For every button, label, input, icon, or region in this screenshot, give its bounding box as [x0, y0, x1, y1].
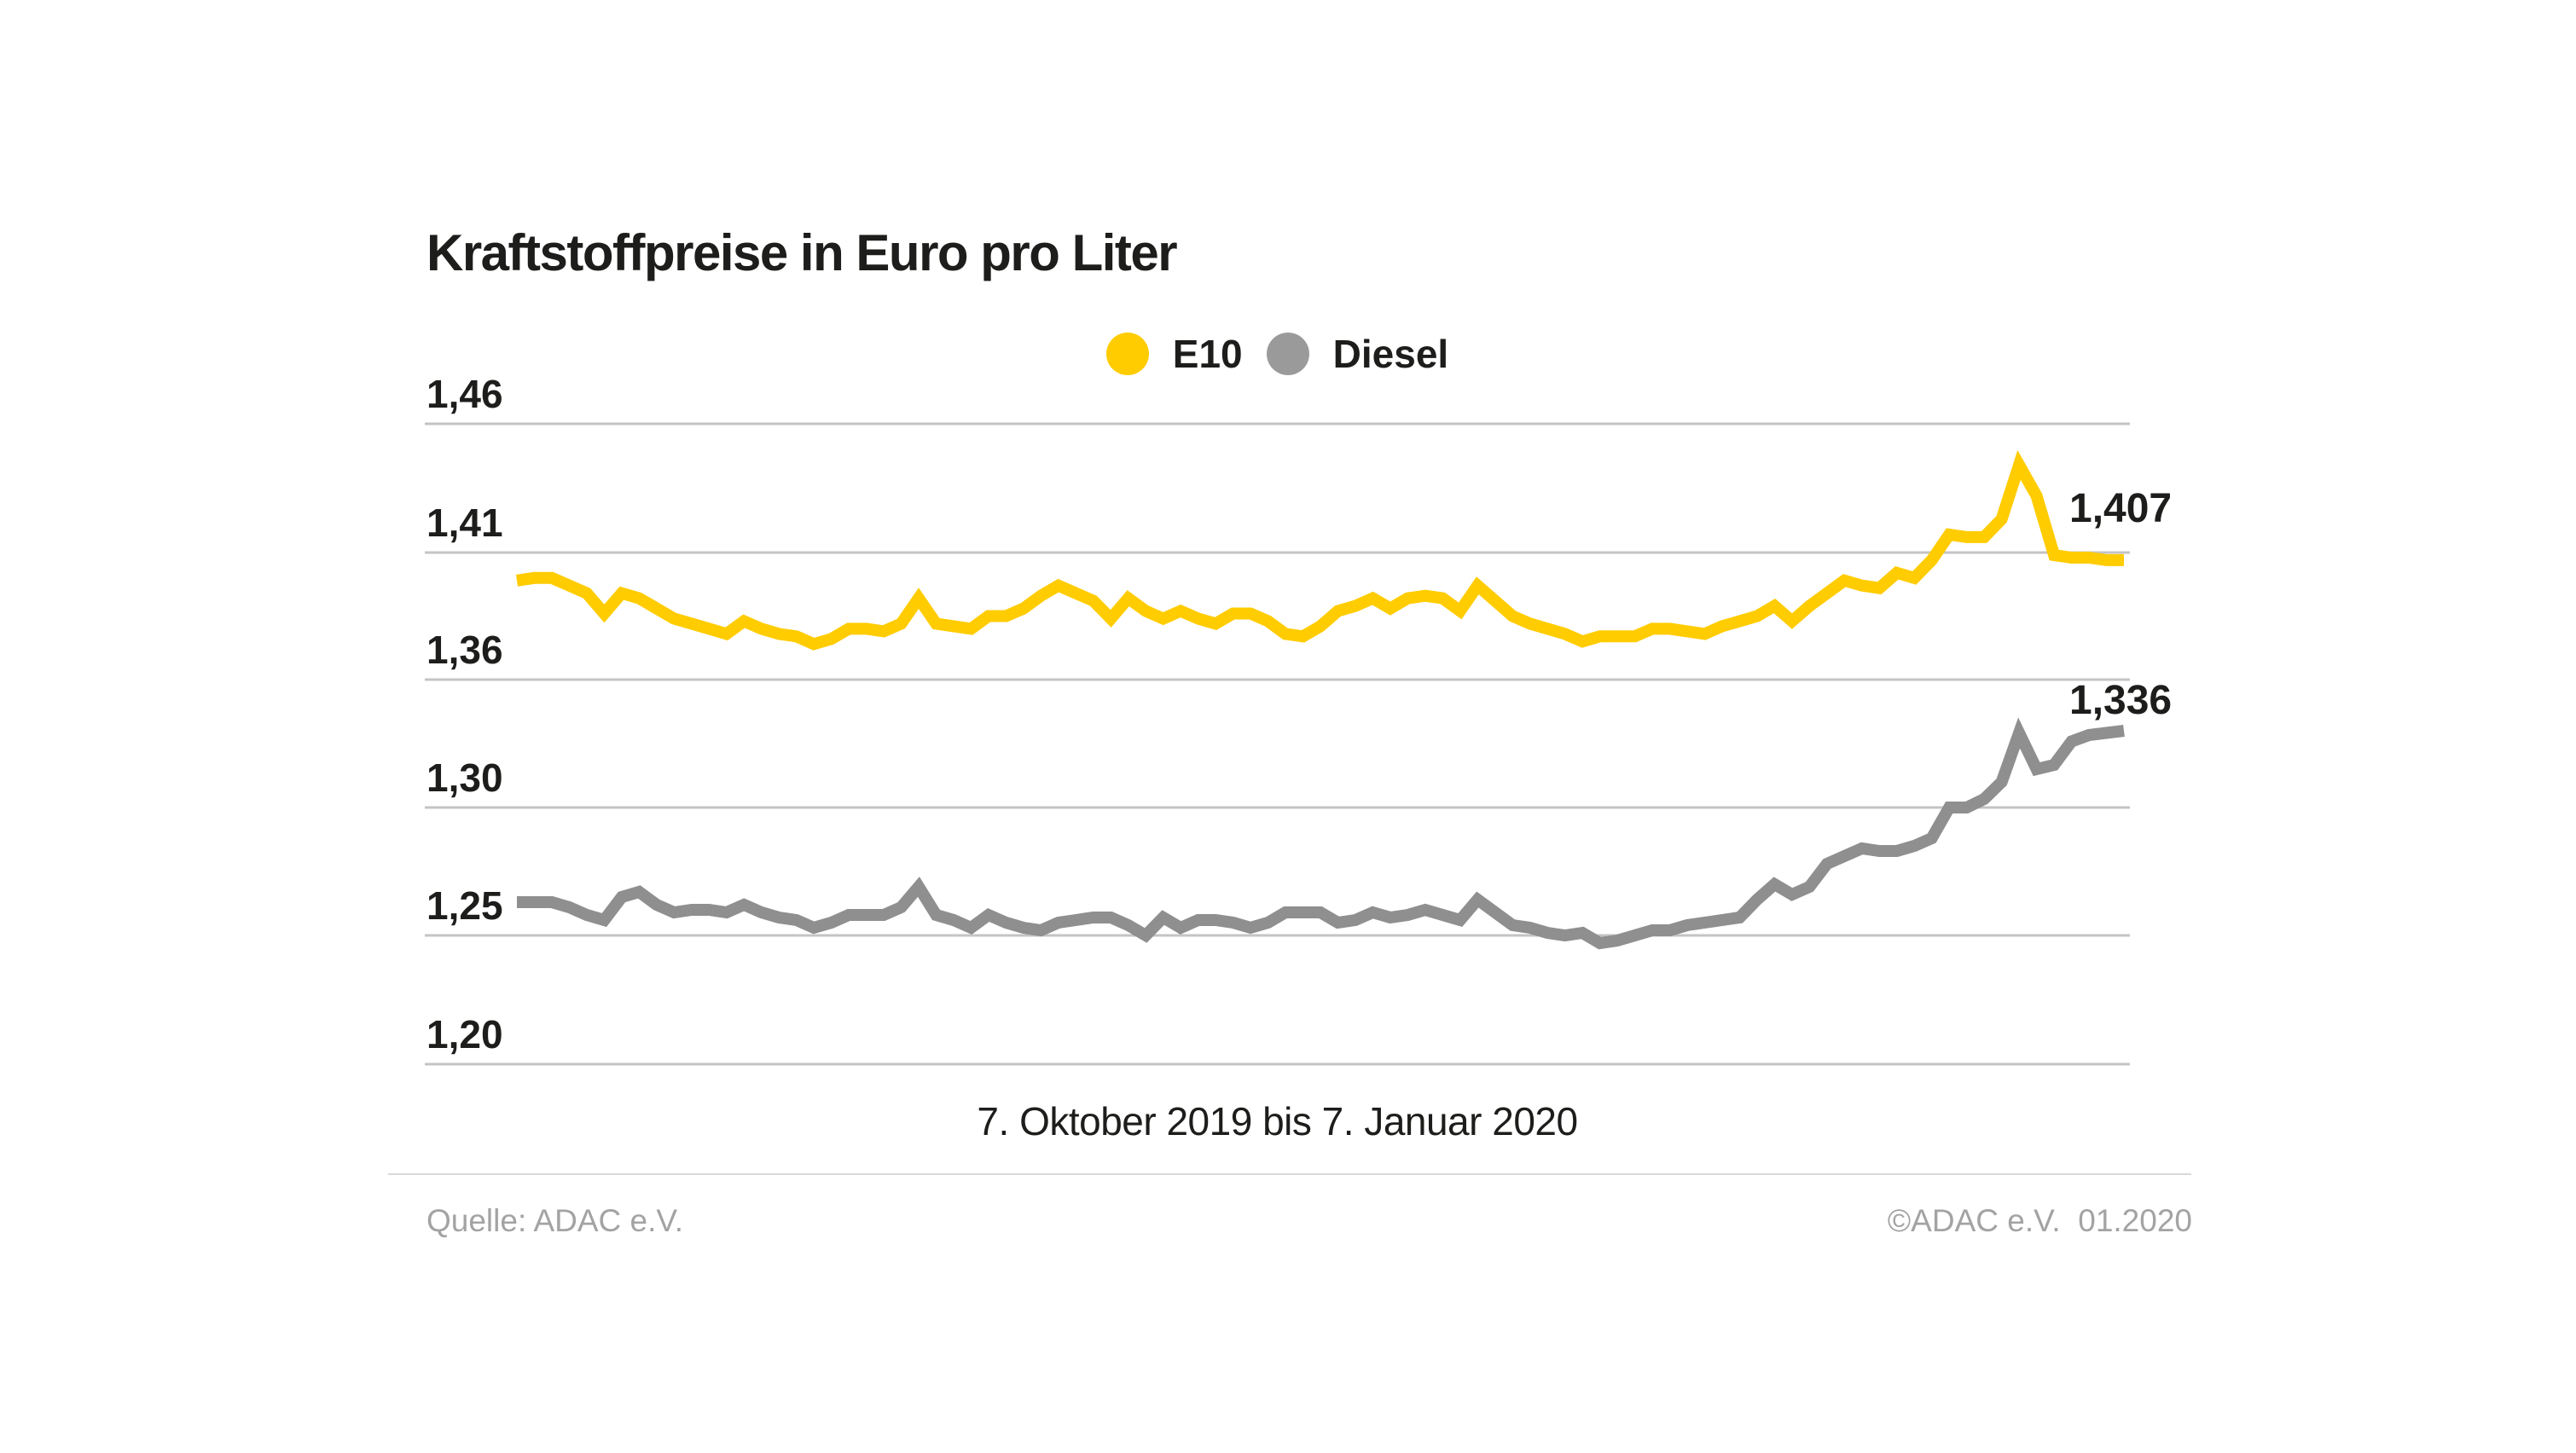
- e10-end-value-label: 1,407: [2069, 486, 2173, 531]
- legend-dot-e10-icon: [1105, 333, 1149, 375]
- y-tick-label: 1,20: [426, 1012, 503, 1056]
- diesel-end-value-label: 1,336: [2069, 678, 2173, 723]
- diesel-line: [517, 717, 2125, 950]
- y-tick-label: 1,30: [426, 755, 503, 800]
- y-tick-label: 1,41: [426, 501, 503, 545]
- legend-label-diesel: Diesel: [1332, 332, 1449, 376]
- y-tick-label: 1,46: [426, 372, 503, 416]
- y-tick-label: 1,36: [426, 628, 503, 672]
- e10-line: [515, 449, 2124, 651]
- x-axis-caption: 7. Oktober 2019 bis 7. Januar 2020: [977, 1099, 1578, 1143]
- chart-title: Kraftstoffpreise in Euro pro Liter: [426, 224, 1178, 281]
- copyright-note: ©ADAC e.V. 01.2020: [1887, 1203, 2192, 1238]
- legend-label-e10: E10: [1172, 332, 1243, 376]
- footer-divider: [388, 1173, 2191, 1175]
- legend: E10 Diesel: [425, 331, 2130, 377]
- legend-dot-diesel-icon: [1266, 333, 1309, 375]
- source-note: Quelle: ADAC e.V.: [426, 1203, 683, 1238]
- y-tick-label: 1,25: [426, 883, 503, 928]
